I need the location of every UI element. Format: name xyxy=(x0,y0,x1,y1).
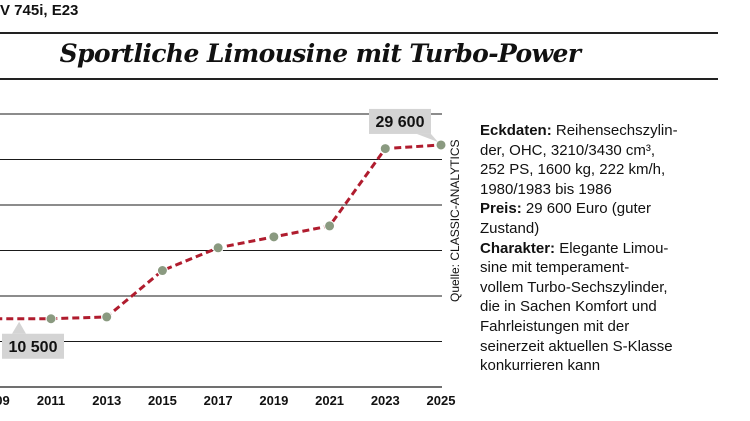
data-point xyxy=(435,139,447,151)
data-label: 29 600 xyxy=(376,114,425,131)
info-line: die in Sachen Komfort und xyxy=(480,298,657,316)
series-line xyxy=(0,143,442,321)
data-point xyxy=(45,313,57,325)
info-line: 1980/1983 bis 1986 xyxy=(480,180,612,198)
x-tick-label: 2023 xyxy=(371,393,400,408)
x-tick-label: 2017 xyxy=(204,393,233,408)
info-line: konkurrieren kann xyxy=(480,357,601,375)
source-label: Quelle: CLASSIC-ANALYTICS xyxy=(448,139,462,303)
data-label-box xyxy=(2,333,64,359)
headline: Sportliche Limousine mit Turbo-Power xyxy=(59,39,581,68)
info-line: sine mit temperament- xyxy=(480,259,630,277)
info-line: Preis: 29 600 Euro (guter xyxy=(480,199,720,219)
x-tick-label: 2013 xyxy=(92,393,121,408)
info-line: Fahrleistungen mit der xyxy=(480,317,630,335)
info-key: Preis: xyxy=(480,200,522,218)
data-point xyxy=(101,311,113,323)
info-line: der, OHC, 3210/3430 cm³, xyxy=(480,141,656,159)
headline-rule xyxy=(0,78,718,80)
info-key: Charakter: xyxy=(480,239,556,257)
info-value: Elegante Limou- xyxy=(555,239,669,257)
x-tick-label: 2011 xyxy=(37,393,65,408)
info-panel: Eckdaten: Reihensechszylin-der, OHC, 321… xyxy=(480,121,720,376)
info-line: Zustand) xyxy=(480,219,540,237)
x-tick-label: 2021 xyxy=(315,393,344,408)
info-value: Reihensechszylin- xyxy=(551,122,678,139)
data-point xyxy=(212,242,224,254)
data-label: 10 500 xyxy=(9,339,58,356)
data-point xyxy=(324,220,336,232)
data-point xyxy=(268,231,280,243)
data-label-box xyxy=(369,108,431,134)
data-point xyxy=(156,265,168,277)
x-tick-label: 2009 xyxy=(0,393,10,408)
data-label-pointer xyxy=(417,133,438,142)
info-line: vollem Turbo-Sechszylinder, xyxy=(480,278,668,296)
info-line: seinerzeit aktuellen S-Klasse xyxy=(480,337,673,355)
x-tick-label: 2019 xyxy=(259,393,288,408)
info-key: Eckdaten: xyxy=(480,122,552,139)
x-tick-label: 2025 xyxy=(427,393,456,408)
info-line: 252 PS, 1600 kg, 222 km/h, xyxy=(480,161,666,179)
info-value: 29 600 Euro (guter xyxy=(521,200,651,218)
info-line: Charakter: Elegante Limou- xyxy=(480,239,720,259)
info-line: Eckdaten: Reihensechszylin- xyxy=(480,121,720,141)
data-point xyxy=(379,143,391,155)
x-tick-label: 2015 xyxy=(148,393,177,408)
top-rule xyxy=(0,32,718,34)
data-label-pointer xyxy=(12,321,26,334)
model-label: V 745i, E23 xyxy=(0,2,79,19)
